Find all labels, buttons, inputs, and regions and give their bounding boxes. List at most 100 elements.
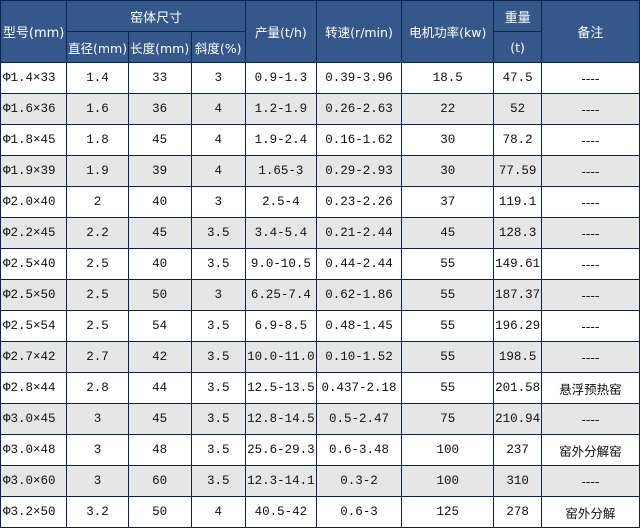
cell-weight: 196.29 <box>493 310 542 342</box>
cell-length: 44 <box>127 372 192 404</box>
cell-weight: 201.58 <box>493 372 542 404</box>
cell-model: Φ2.5×40 <box>0 248 68 280</box>
cell-slope: 4 <box>190 93 246 125</box>
table-row: Φ1.8×45 1.8 45 4 1.9-2.4 0.16-1.62 30 78.2 ---- <box>0 124 640 156</box>
header-weight-unit: (t) <box>493 31 542 63</box>
cell-length: 36 <box>127 93 192 125</box>
cell-slope: 3.5 <box>190 248 246 280</box>
cell-diameter: 2.2 <box>66 217 129 249</box>
cell-speed: 0.10-1.52 <box>315 341 403 373</box>
table-row: Φ1.9×39 1.9 39 4 1.65-3 0.29-2.93 30 77.59 ---- <box>0 155 640 187</box>
header-remarks: 备注 <box>540 0 640 63</box>
cell-weight: 210.94 <box>493 403 542 435</box>
cell-weight: 52 <box>493 93 542 125</box>
cell-slope: 4 <box>190 124 246 156</box>
cell-diameter: 2.5 <box>66 248 129 280</box>
cell-speed: 0.437-2.18 <box>315 372 403 404</box>
cell-remarks: ---- <box>540 93 640 125</box>
cell-remarks: 窑外分解窑 <box>540 434 640 466</box>
cell-diameter: 3 <box>66 465 129 497</box>
cell-motor-power: 55 <box>401 341 495 373</box>
cell-capacity: 40.5-42 <box>244 496 317 528</box>
cell-slope: 4 <box>190 496 246 528</box>
cell-motor-power: 45 <box>401 217 495 249</box>
cell-remarks: ---- <box>540 403 640 435</box>
cell-diameter: 3 <box>66 434 129 466</box>
table-row: Φ3.0×45 3 45 3.5 12.8-14.5 0.5-2.47 75 210.94 --… <box>0 403 640 435</box>
cell-weight: 78.2 <box>493 124 542 156</box>
cell-remarks: ---- <box>540 155 640 187</box>
cell-length: 45 <box>127 403 192 435</box>
cell-speed: 0.26-2.63 <box>315 93 403 125</box>
cell-speed: 0.5-2.47 <box>315 403 403 435</box>
table-row: Φ3.0×60 3 60 3.5 12.3-14.1 0.3-2 100 310 ---- <box>0 465 640 497</box>
cell-model: Φ2.8×44 <box>0 372 68 404</box>
cell-capacity: 12.5-13.5 <box>244 372 317 404</box>
cell-capacity: 1.65-3 <box>244 155 317 187</box>
cell-model: Φ3.2×50 <box>0 496 68 528</box>
cell-length: 60 <box>127 465 192 497</box>
cell-speed: 0.29-2.93 <box>315 155 403 187</box>
table-row: Φ2.0×40 2 40 3 2.5-4 0.23-2.26 37 119.1 ---- <box>0 186 640 218</box>
cell-weight: 77.59 <box>493 155 542 187</box>
table-body: Φ1.4×33 1.4 33 3 0.9-1.3 0.39-3.96 18.5 47.5 ---… <box>0 62 640 528</box>
cell-speed: 0.21-2.44 <box>315 217 403 249</box>
cell-length: 40 <box>127 186 192 218</box>
header-row-2: 直径(mm) 长度(mm) 斜度(%) (t) <box>1 31 640 63</box>
cell-diameter: 2.5 <box>66 310 129 342</box>
cell-speed: 0.6-3.48 <box>315 434 403 466</box>
cell-length: 45 <box>127 217 192 249</box>
cell-length: 40 <box>127 248 192 280</box>
cell-model: Φ2.2×45 <box>0 217 68 249</box>
cell-model: Φ1.9×39 <box>0 155 68 187</box>
cell-remarks: 悬浮预热窑 <box>540 372 640 404</box>
table-row: Φ2.5×54 2.5 54 3.5 6.9-8.5 0.48-1.45 55 196.29-… <box>0 310 640 342</box>
cell-length: 50 <box>127 279 192 311</box>
header-speed: 转速(r/min) <box>315 0 403 63</box>
table-row: Φ2.7×42 2.7 42 3.5 10.0-11.0 0.10-1.52 55 198.5… <box>0 341 640 373</box>
cell-diameter: 2.7 <box>66 341 129 373</box>
cell-remarks: ---- <box>540 341 640 373</box>
cell-length: 48 <box>127 434 192 466</box>
cell-slope: 3.5 <box>190 341 246 373</box>
cell-length: 39 <box>127 155 192 187</box>
header-length: 长度(mm) <box>127 31 192 63</box>
cell-weight: 187.37 <box>493 279 542 311</box>
header-model: 型号(mm) <box>0 0 68 63</box>
table-row: Φ2.2×45 2.2 45 3.5 3.4-5.4 0.21-2.44 45 128.3 --… <box>0 217 640 249</box>
cell-speed: 0.16-1.62 <box>315 124 403 156</box>
header-motor-power: 电机功率(kw) <box>401 0 495 63</box>
cell-length: 42 <box>127 341 192 373</box>
cell-capacity: 10.0-11.0 <box>244 341 317 373</box>
cell-weight: 237 <box>493 434 542 466</box>
cell-motor-power: 22 <box>401 93 495 125</box>
cell-weight: 198.5 <box>493 341 542 373</box>
header-capacity: 产量(t/h) <box>244 0 317 63</box>
cell-remarks: ---- <box>540 62 640 94</box>
cell-diameter: 2.8 <box>66 372 129 404</box>
header-diameter: 直径(mm) <box>66 31 129 63</box>
cell-capacity: 1.2-1.9 <box>244 93 317 125</box>
cell-length: 50 <box>127 496 192 528</box>
cell-capacity: 25.6-29.3 <box>244 434 317 466</box>
cell-diameter: 1.4 <box>66 62 129 94</box>
cell-motor-power: 55 <box>401 248 495 280</box>
cell-remarks: ---- <box>540 248 640 280</box>
cell-diameter: 1.6 <box>66 93 129 125</box>
cell-slope: 3.5 <box>190 372 246 404</box>
cell-weight: 119.1 <box>493 186 542 218</box>
header-weight: 重量 <box>493 0 542 32</box>
cell-model: Φ1.4×33 <box>0 62 68 94</box>
cell-capacity: 1.9-2.4 <box>244 124 317 156</box>
cell-slope: 3 <box>190 186 246 218</box>
cell-motor-power: 55 <box>401 310 495 342</box>
cell-weight: 310 <box>493 465 542 497</box>
cell-slope: 3.5 <box>190 217 246 249</box>
cell-capacity: 0.9-1.3 <box>244 62 317 94</box>
table-row: Φ3.0×48 3 48 3.5 25.6-29.3 0.6-3.48 100 237 窑外分解… <box>0 434 640 466</box>
cell-slope: 3.5 <box>190 310 246 342</box>
cell-diameter: 2 <box>66 186 129 218</box>
cell-diameter: 3.2 <box>66 496 129 528</box>
table-row: Φ3.2×50 3.2 50 4 40.5-42 0.6-3 125 278 窑外分解 <box>0 496 640 528</box>
